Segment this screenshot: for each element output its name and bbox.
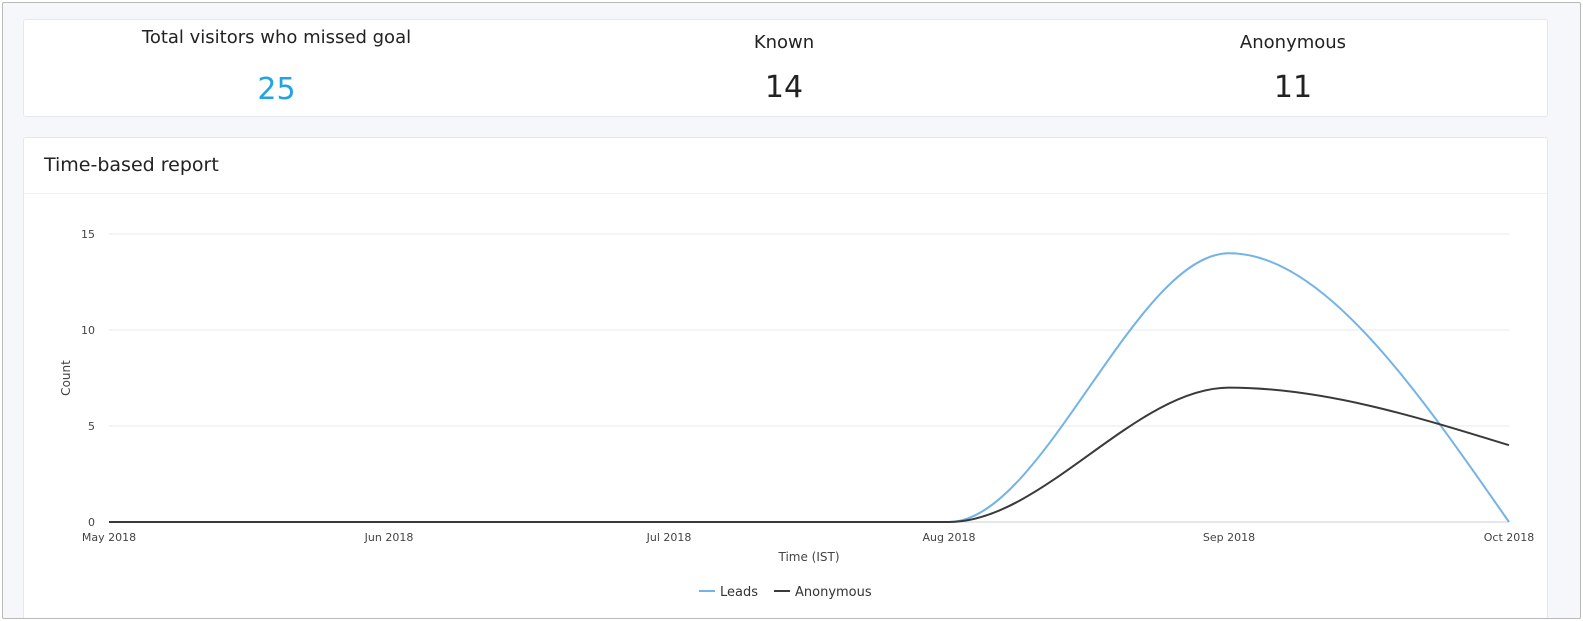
time-based-report-card: Time-based report 0 5 10 15 May 2018 Jun 2018… [23,137,1548,618]
line-chart: 0 5 10 15 May 2018 Jun 2018 Jul 2018 Aug 2018 Se… [59,228,1535,600]
x-tick-label: Aug 2018 [923,531,976,544]
y-tick-label: 10 [81,324,95,337]
stat-anonymous-label: Anonymous [1239,32,1347,53]
stat-known: Known 14 [529,20,1039,116]
stats-summary-card: Total visitors who missed goal 25 Known … [23,19,1548,117]
series-line-leads [108,252,1510,523]
series-line-anonymous [108,386,1510,523]
y-axis-title: Count [59,360,73,396]
stat-known-value: 14 [764,70,804,105]
x-tick-label: May 2018 [82,531,136,544]
stat-total-value: 25 [257,72,296,107]
stat-known-label: Known [753,32,815,53]
x-tick-label: Jun 2018 [364,531,414,544]
stat-anonymous-value: 11 [1273,70,1313,105]
chart-title: Time-based report [44,154,219,176]
legend-label-leads: Leads [720,585,758,600]
stat-total-label: Total visitors who missed goal [141,27,412,48]
y-tick-label: 0 [88,516,95,529]
x-tick-label: Oct 2018 [1484,531,1535,544]
x-tick-label: Jul 2018 [646,531,692,544]
chart-header: Time-based report [24,138,1547,194]
stat-anonymous: Anonymous 11 [1039,20,1547,116]
x-tick-label: Sep 2018 [1203,531,1255,544]
stat-total: Total visitors who missed goal 25 [24,20,529,116]
x-axis-title: Time (IST) [777,550,839,564]
y-tick-label: 15 [81,228,95,241]
legend-label-anonymous: Anonymous [795,585,872,600]
y-tick-label: 5 [88,420,95,433]
